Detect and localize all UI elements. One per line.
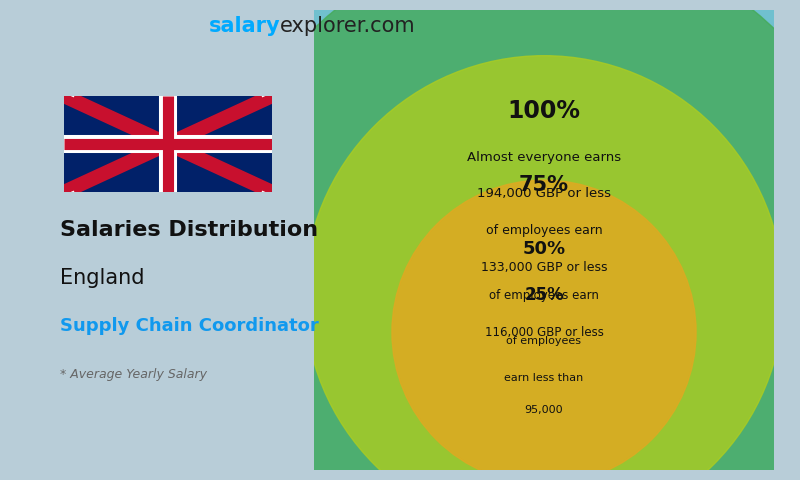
- Circle shape: [392, 180, 696, 480]
- Text: 194,000 GBP or less: 194,000 GBP or less: [477, 187, 611, 201]
- Text: of employees: of employees: [506, 336, 582, 347]
- Text: 25%: 25%: [524, 286, 564, 304]
- Text: 116,000 GBP or less: 116,000 GBP or less: [485, 325, 603, 339]
- Text: 100%: 100%: [507, 99, 581, 123]
- Text: * Average Yearly Salary: * Average Yearly Salary: [61, 368, 207, 381]
- Text: earn less than: earn less than: [504, 373, 584, 383]
- Text: 50%: 50%: [522, 240, 566, 258]
- Circle shape: [304, 56, 784, 480]
- Circle shape: [212, 0, 800, 480]
- Circle shape: [120, 0, 800, 480]
- Text: explorer.com: explorer.com: [280, 16, 416, 36]
- Text: 75%: 75%: [519, 175, 569, 195]
- Text: of employees earn: of employees earn: [489, 289, 599, 302]
- Text: 95,000: 95,000: [525, 406, 563, 416]
- Text: 133,000 GBP or less: 133,000 GBP or less: [481, 261, 607, 274]
- Text: Almost everyone earns: Almost everyone earns: [467, 151, 621, 164]
- Text: of employees earn: of employees earn: [486, 224, 602, 237]
- Text: Supply Chain Coordinator: Supply Chain Coordinator: [61, 317, 319, 336]
- Text: Salaries Distribution: Salaries Distribution: [61, 220, 318, 240]
- Text: salary: salary: [208, 16, 280, 36]
- Text: England: England: [61, 268, 145, 288]
